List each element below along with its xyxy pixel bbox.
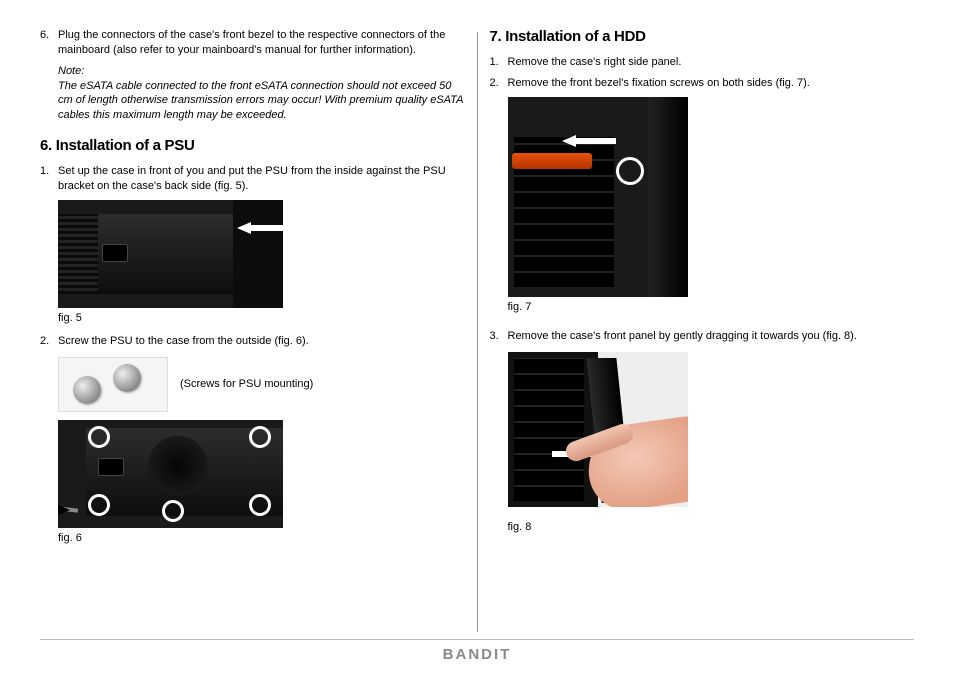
figure-5 bbox=[58, 200, 465, 308]
item-text: Set up the case in front of you and put … bbox=[58, 164, 465, 194]
psu-step-2: 2. Screw the PSU to the case from the ou… bbox=[40, 334, 465, 349]
screws-icon bbox=[58, 357, 168, 412]
figure-8 bbox=[508, 352, 915, 507]
page-footer: BANDIT bbox=[40, 639, 914, 663]
screws-label: (Screws for PSU mounting) bbox=[180, 378, 313, 390]
fig7-photo bbox=[508, 97, 688, 297]
item-number: 2. bbox=[490, 76, 508, 91]
note-label: Note: bbox=[58, 64, 465, 79]
note-block: Note: The eSATA cable connected to the f… bbox=[58, 64, 465, 123]
section-heading-hdd: 7. Installation of a HDD bbox=[490, 28, 915, 45]
psu-step-1: 1. Set up the case in front of you and p… bbox=[40, 164, 465, 194]
note-text: The eSATA cable connected to the front e… bbox=[58, 79, 465, 124]
screws-illustration: (Screws for PSU mounting) bbox=[58, 357, 465, 412]
left-column: 6. Plug the connectors of the case's fro… bbox=[40, 28, 477, 630]
item-number: 6. bbox=[40, 28, 58, 58]
figure-6 bbox=[58, 420, 465, 528]
hdd-step-2: 2. Remove the front bezel's fixation scr… bbox=[490, 76, 915, 91]
item-text: Screw the PSU to the case from the outsi… bbox=[58, 334, 465, 349]
item-number: 1. bbox=[490, 55, 508, 70]
page-content: 6. Plug the connectors of the case's fro… bbox=[0, 0, 954, 630]
item-text: Plug the connectors of the case's front … bbox=[58, 28, 465, 58]
item-text: Remove the front bezel's fixation screws… bbox=[508, 76, 915, 91]
hdd-step-3: 3. Remove the case's front panel by gent… bbox=[490, 329, 915, 344]
right-column: 7. Installation of a HDD 1. Remove the c… bbox=[478, 28, 915, 630]
figure-7 bbox=[508, 97, 915, 297]
continuation-item: 6. Plug the connectors of the case's fro… bbox=[40, 28, 465, 58]
fig8-caption: fig. 8 bbox=[508, 521, 915, 533]
item-number: 3. bbox=[490, 329, 508, 344]
item-text: Remove the case's front panel by gently … bbox=[508, 329, 915, 344]
fig6-photo bbox=[58, 420, 283, 528]
fig6-caption: fig. 6 bbox=[58, 532, 465, 544]
fig8-photo bbox=[508, 352, 688, 507]
fig7-caption: fig. 7 bbox=[508, 301, 915, 313]
fig5-caption: fig. 5 bbox=[58, 312, 465, 324]
item-number: 1. bbox=[40, 164, 58, 194]
section-heading-psu: 6. Installation of a PSU bbox=[40, 137, 465, 154]
item-number: 2. bbox=[40, 334, 58, 349]
fig5-photo bbox=[58, 200, 283, 308]
item-text: Remove the case's right side panel. bbox=[508, 55, 915, 70]
hdd-step-1: 1. Remove the case's right side panel. bbox=[490, 55, 915, 70]
